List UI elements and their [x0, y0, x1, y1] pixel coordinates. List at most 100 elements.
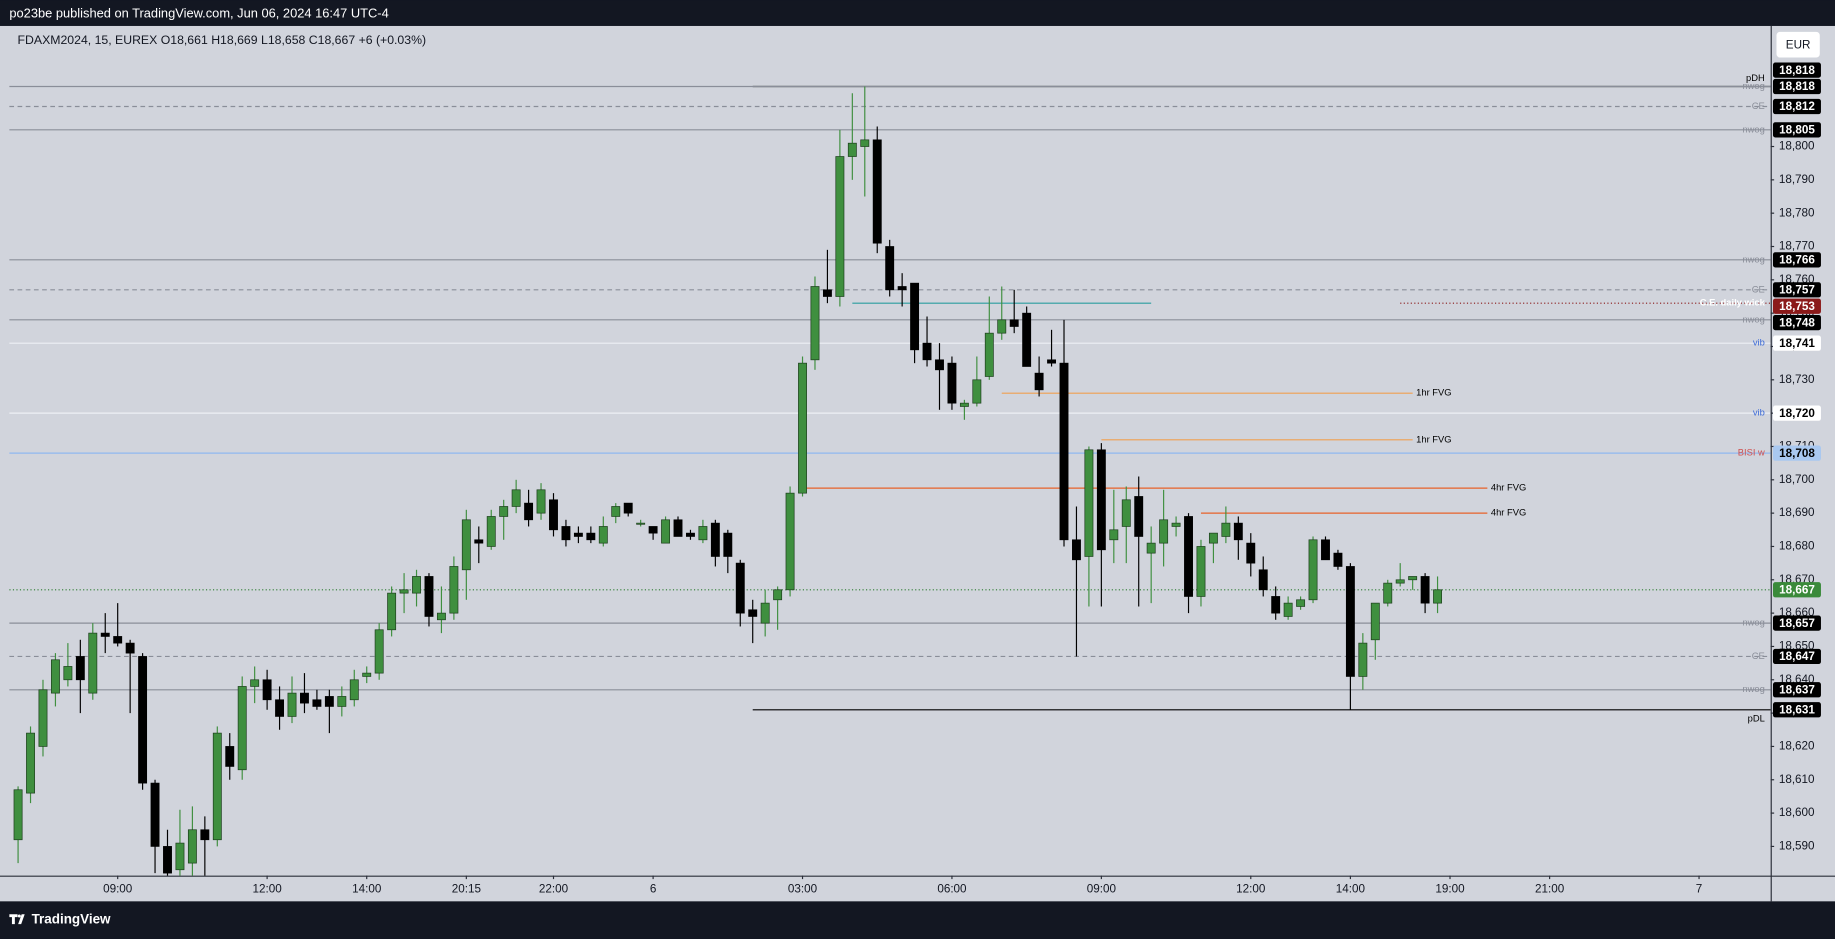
candle-body [997, 319, 1007, 334]
candle-body [499, 506, 509, 517]
x-tick-label: 12:00 [252, 883, 282, 896]
currency-label[interactable]: EUR [1786, 38, 1811, 51]
candle-body [1034, 372, 1044, 391]
publisher-line: po23be published on TradingView.com, Jun… [9, 6, 388, 21]
x-tick-label: 09:00 [103, 883, 133, 896]
candle-body [748, 609, 758, 617]
candle-body [897, 286, 907, 291]
candle-body [374, 629, 384, 674]
level-label: nwog [1742, 618, 1764, 628]
candle-body [399, 589, 409, 594]
candle-body [474, 539, 484, 544]
level-label: vib [1753, 338, 1765, 348]
y-tick-label: 18,690 [1779, 506, 1815, 519]
candle-body [1246, 542, 1256, 564]
candle-body [1333, 552, 1343, 567]
candle-body [449, 566, 459, 614]
candle-body [262, 679, 272, 701]
candle-body [835, 156, 845, 297]
candle-body [1009, 319, 1019, 327]
candle-body [972, 379, 982, 404]
price-badge [1772, 252, 1821, 268]
candle-body [1059, 362, 1069, 541]
candle-body [636, 522, 646, 525]
candle-body [1420, 576, 1430, 604]
candle-body [686, 532, 695, 537]
candle-body [648, 526, 658, 534]
candle-body [1358, 642, 1368, 677]
level-label: pDH [1746, 73, 1765, 83]
price-badge-label: 18,647 [1779, 650, 1815, 663]
candle-body [947, 362, 957, 404]
candle-body [1121, 499, 1131, 527]
price-badge-label: 18,812 [1779, 100, 1815, 113]
x-tick-label: 20:15 [452, 883, 482, 896]
candle-body [1395, 579, 1405, 584]
candle-body [1184, 516, 1193, 597]
candle-body [1084, 449, 1094, 557]
candle-body [1047, 359, 1057, 364]
candle-body [212, 732, 222, 841]
candle-body [1283, 602, 1293, 617]
x-tick-label: 14:00 [1336, 883, 1366, 896]
y-tick-label: 18,780 [1779, 206, 1815, 219]
candle-body [113, 636, 123, 644]
candle-body [1258, 569, 1268, 591]
level-label: nwog [1742, 314, 1764, 324]
candle-body [1208, 532, 1218, 544]
candle-body [822, 289, 832, 297]
candle-body [723, 532, 733, 557]
candle-body [387, 592, 397, 631]
ohlc-change: +6 (+0.03%) [359, 33, 427, 47]
candle-body [760, 602, 770, 624]
currency-button[interactable] [1776, 31, 1820, 58]
candle-body [337, 696, 347, 707]
candle-body [1370, 602, 1380, 641]
candle-body [773, 589, 783, 601]
ohlc-high: H18,669 [211, 33, 258, 47]
price-badge-label: 18,637 [1779, 683, 1815, 696]
y-tick-label: 18,790 [1779, 173, 1815, 186]
chart-background [0, 25, 1835, 902]
candle-body [50, 659, 60, 694]
y-tick-label: 18,600 [1779, 806, 1815, 819]
candle-body [623, 502, 633, 514]
level-label: nwog [1742, 684, 1764, 694]
candle-body [524, 502, 534, 521]
candle-body [75, 656, 85, 681]
y-tick-label: 18,620 [1779, 740, 1815, 753]
candle-body [1271, 596, 1281, 614]
price-badge [1772, 62, 1821, 78]
x-tick-label: 21:00 [1535, 883, 1565, 896]
candle-body [1171, 522, 1181, 527]
level-label: 4hr FVG [1491, 508, 1526, 518]
candle-body [872, 139, 882, 244]
candle-body [1321, 539, 1330, 561]
candle-body [549, 499, 558, 531]
price-badge-label: 18,757 [1779, 284, 1815, 297]
level-label: CE [1752, 101, 1765, 111]
y-tick-label: 18,730 [1779, 373, 1815, 386]
x-tick-label: 6 [650, 883, 657, 896]
level-label: BISI w [1738, 448, 1765, 458]
candle-body [300, 692, 309, 704]
candle-body [237, 686, 247, 771]
price-badge [1772, 682, 1821, 698]
candle-body [698, 526, 708, 541]
candle-body [710, 522, 720, 557]
candle-body [1196, 546, 1206, 597]
ohlc-low: L18,658 [261, 33, 306, 47]
price-overlay: 18,59018,60018,61018,62018,63018,64018,6… [103, 62, 1821, 896]
candle-body [461, 519, 471, 571]
candle-body [1345, 566, 1355, 677]
price-badge-label: 18,766 [1779, 254, 1815, 267]
price-badge [1772, 98, 1821, 115]
candle-body [412, 576, 421, 594]
level-label: nwog [1742, 254, 1764, 264]
level-label: nwog [1742, 124, 1764, 134]
level-label: CE [1752, 651, 1765, 661]
candle-body [13, 789, 23, 841]
candle-body [349, 679, 359, 701]
